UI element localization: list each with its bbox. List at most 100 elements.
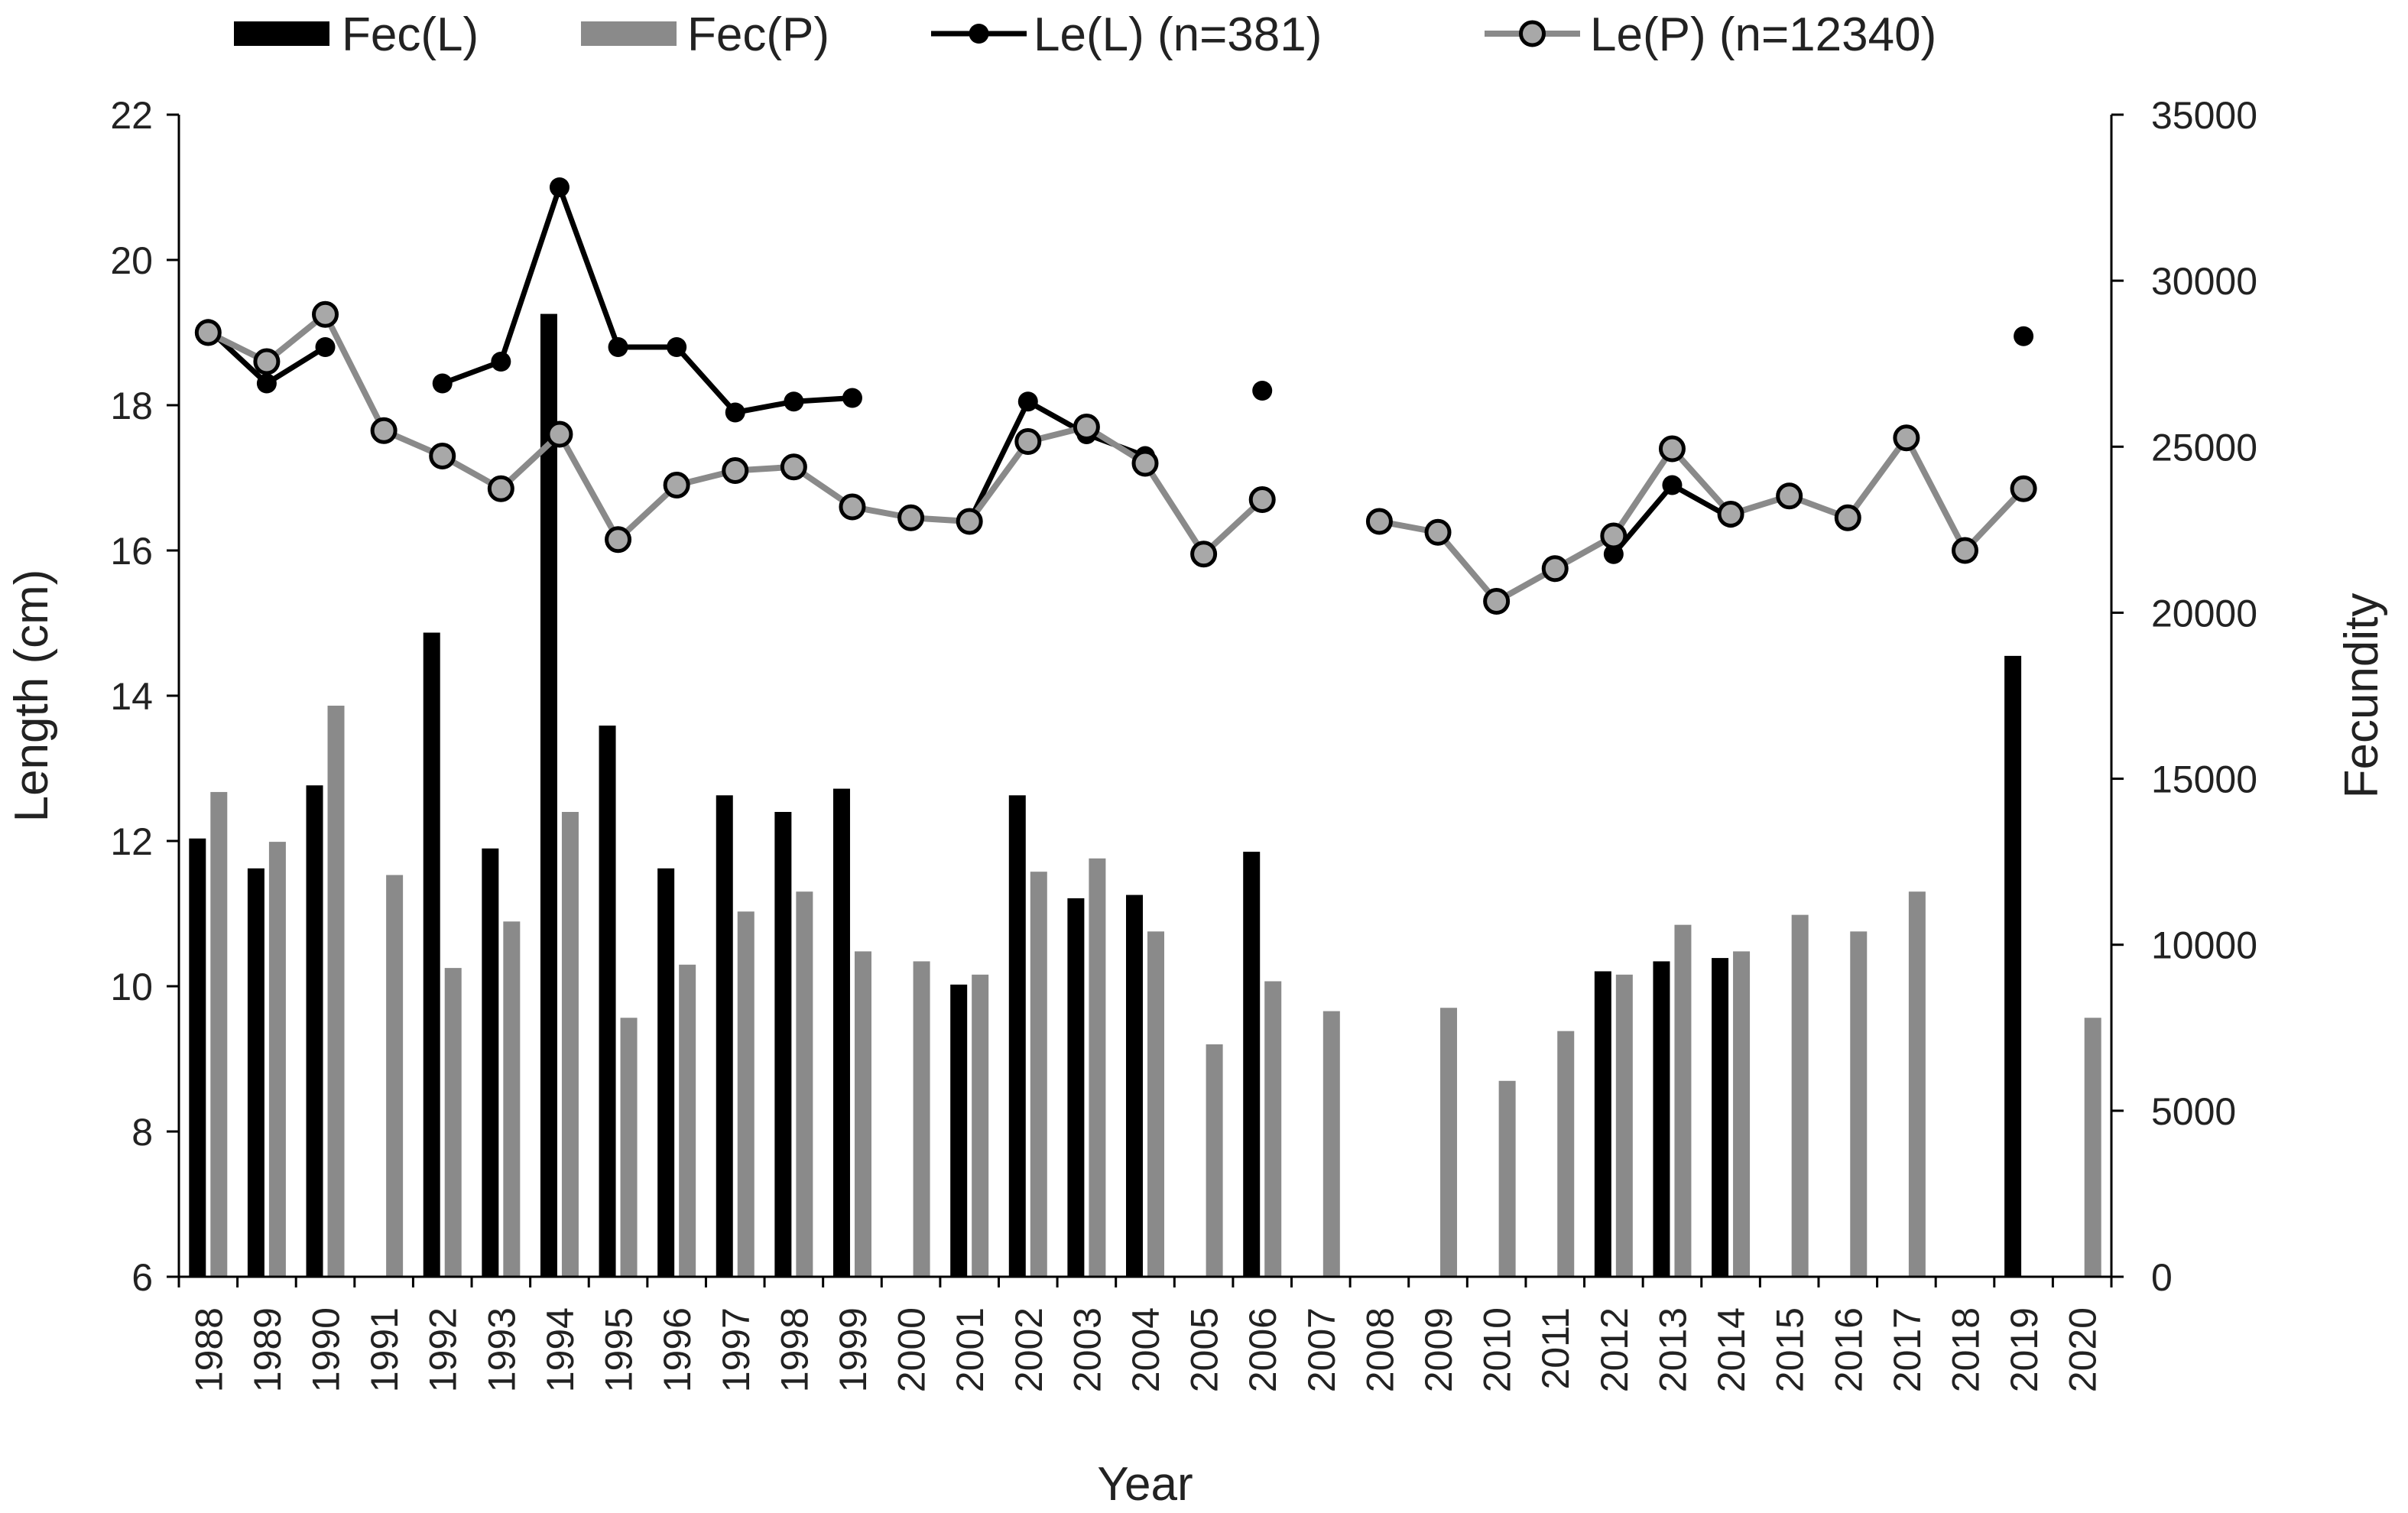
bar-fec-p--1993	[503, 921, 521, 1277]
bar-fec-p--1992	[444, 968, 462, 1277]
point-le-p-n-12340-2015	[1776, 482, 1803, 510]
point-le-p-n-12340-2000	[897, 504, 925, 531]
bar-fec-p--2014	[1733, 951, 1751, 1277]
point-le-l-n-381-2002	[1017, 391, 1038, 412]
legend-label-le-p-n-12340: Le(P) (n=12340)	[1590, 8, 1936, 61]
bar-fec-p--2004	[1147, 931, 1164, 1277]
x-tick-label: 2003	[1066, 1307, 1108, 1392]
x-tick-label: 1991	[363, 1307, 406, 1392]
x-tick-label: 1997	[715, 1307, 758, 1392]
legend-label-fec-p: Fec(P)	[687, 8, 829, 61]
x-tick-label: 2002	[1008, 1307, 1050, 1392]
x-tick-label: 2000	[891, 1307, 933, 1392]
bar-fec-l--1992	[423, 632, 440, 1277]
bar-fec-l--2004	[1126, 894, 1143, 1277]
point-le-p-n-12340-2004	[1131, 450, 1159, 477]
bar-fec-l--1995	[599, 726, 616, 1277]
bar-fec-p--2009	[1440, 1008, 1458, 1277]
bar-fec-l--1998	[774, 812, 792, 1277]
x-tick-label: 1989	[246, 1307, 289, 1392]
bar-fec-p--2013	[1674, 924, 1692, 1277]
point-le-l-n-381-1997	[725, 402, 745, 423]
point-le-p-n-12340-2018	[1951, 537, 1978, 564]
bar-fec-p--2016	[1850, 931, 1868, 1277]
bar-fec-p--2012	[1615, 974, 1633, 1277]
y-left-tick-label: 12	[110, 820, 153, 863]
x-tick-label: 2001	[949, 1307, 991, 1392]
bar-fec-p--2000	[913, 961, 930, 1277]
x-tick-label: 2018	[1944, 1307, 1987, 1392]
line-le-p-n-12340	[1378, 434, 2026, 605]
point-le-l-n-381-2006	[1252, 381, 1273, 401]
x-tick-label: 2020	[2062, 1307, 2105, 1392]
y-right-tick-label: 15000	[2151, 758, 2257, 801]
point-le-p-n-12340-1996	[663, 472, 690, 498]
point-le-l-n-381-1990	[315, 337, 336, 357]
x-tick-label: 1995	[598, 1307, 641, 1392]
x-tick-label: 2014	[1710, 1307, 1753, 1392]
bar-fec-l--1993	[482, 848, 499, 1277]
point-le-p-n-12340-1999	[839, 493, 866, 521]
x-tick-label: 2010	[1476, 1307, 1519, 1392]
point-le-p-n-12340-1995	[605, 526, 632, 554]
bar-fec-p--2006	[1264, 981, 1282, 1277]
bar-fec-l--2013	[1653, 961, 1670, 1277]
y-left-tick-label: 22	[110, 94, 153, 137]
y-left-tick-label: 20	[110, 239, 153, 282]
legend-marker-le-p-n-12340	[1519, 20, 1546, 47]
x-tick-label: 2006	[1241, 1307, 1284, 1392]
legend-label-fec-l: Fec(L)	[342, 8, 479, 61]
point-le-p-n-12340-1991	[370, 417, 398, 444]
bar-fec-p--2020	[2084, 1018, 2101, 1277]
bar-fec-l--2003	[1067, 898, 1085, 1277]
series-lines	[194, 177, 2037, 615]
y-axis-left-title: Length (cm)	[5, 570, 58, 823]
point-le-l-n-381-2019	[2014, 326, 2034, 346]
point-le-p-n-12340-2003	[1073, 414, 1100, 440]
point-le-l-n-381-1996	[667, 337, 687, 357]
point-le-l-n-381-1994	[549, 177, 570, 197]
bar-fec-p--2003	[1089, 858, 1106, 1277]
point-le-p-n-12340-2005	[1190, 541, 1218, 568]
point-le-p-n-12340-2017	[1893, 424, 1920, 452]
point-le-p-n-12340-1997	[722, 457, 749, 484]
bar-fec-p--1990	[327, 706, 345, 1277]
point-le-l-n-381-1992	[432, 373, 453, 394]
bar-fec-p--1988	[210, 791, 228, 1277]
x-tick-label: 1992	[422, 1307, 465, 1392]
bar-fec-l--2001	[950, 984, 968, 1277]
bar-fec-p--1997	[737, 911, 755, 1277]
x-tick-label: 2005	[1183, 1307, 1226, 1392]
point-le-p-n-12340-1988	[194, 319, 222, 346]
point-le-p-n-12340-2011	[1541, 555, 1569, 583]
legend-swatch-fec-l	[234, 21, 329, 46]
y-right-tick-label: 10000	[2151, 924, 2257, 967]
point-le-p-n-12340-1992	[429, 443, 456, 469]
x-tick-label: 1990	[305, 1307, 348, 1392]
point-le-l-n-381-1999	[842, 388, 862, 408]
point-le-p-n-12340-2001	[956, 508, 983, 535]
line-le-l-n-381	[967, 398, 1147, 523]
point-le-p-n-12340-1993	[487, 475, 514, 502]
legend: Fec(L) Fec(P) Le(L) (n=381) Le(P) (n=12340)	[234, 8, 1936, 61]
bar-fec-l--1999	[832, 788, 850, 1277]
x-tick-label: 2007	[1300, 1307, 1343, 1392]
bar-fec-p--2007	[1322, 1011, 1340, 1277]
point-le-p-n-12340-2012	[1600, 522, 1628, 550]
point-le-p-n-12340-1998	[780, 453, 807, 481]
bar-fec-p--2002	[1030, 872, 1047, 1277]
bars	[189, 313, 2101, 1278]
bar-fec-p--1991	[386, 875, 404, 1277]
x-tick-label: 1993	[480, 1307, 523, 1392]
x-tick-label: 2012	[1593, 1307, 1636, 1392]
line-le-p-n-12340	[206, 311, 1264, 557]
x-tick-label: 2013	[1651, 1307, 1694, 1392]
x-tick-label: 2019	[2003, 1307, 2046, 1392]
bar-fec-l--1996	[657, 868, 675, 1277]
axes: 6 8 10 12 14 16 18 20 22 0 5000 10000 15000 20000 2500…	[110, 94, 2257, 1392]
y-right-tick-label: 0	[2151, 1256, 2173, 1299]
bar-fec-l--2006	[1243, 852, 1261, 1277]
y-left-tick-label: 6	[131, 1256, 153, 1299]
x-tick-label: 1994	[539, 1307, 582, 1392]
